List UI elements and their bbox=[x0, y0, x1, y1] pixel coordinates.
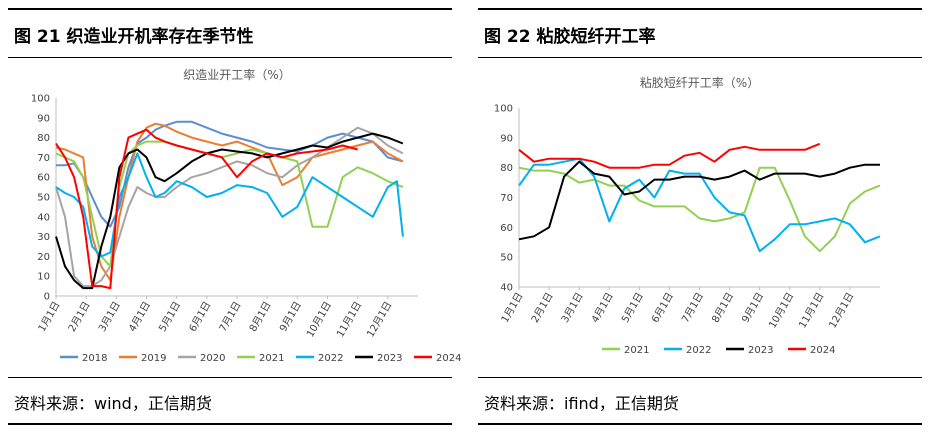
y-tick-label: 90 bbox=[37, 113, 50, 124]
source-rule bbox=[478, 377, 922, 378]
chart-title: 织造业开工率（%） bbox=[183, 67, 290, 82]
heading-rule bbox=[8, 57, 452, 58]
right-figure-panel: 图 22 粘胶短纤开工率 粘胶短纤开工率（%） 40 50 60 70 80 90 100 1月… bbox=[470, 0, 930, 432]
y-tick-label: 50 bbox=[37, 193, 50, 204]
bottom-rule bbox=[8, 423, 452, 425]
y-tick-label: 90 bbox=[500, 133, 513, 144]
legend-label-2021: 2021 bbox=[624, 345, 649, 356]
x-tick-label: 3月1日 bbox=[96, 300, 123, 334]
x-tick-label: 2月1日 bbox=[66, 300, 93, 334]
x-tick-label: 12月1日 bbox=[364, 300, 394, 340]
y-tick-label: 60 bbox=[37, 173, 50, 184]
x-tick-label: 7月1日 bbox=[679, 291, 706, 325]
y-tick-label: 70 bbox=[500, 193, 513, 204]
legend-label-2019: 2019 bbox=[141, 353, 166, 364]
x-tick-label: 5月1日 bbox=[619, 291, 646, 325]
legend-label-2020: 2020 bbox=[200, 353, 225, 364]
x-tick-label: 12月1日 bbox=[827, 291, 857, 331]
x-tick-label: 8月1日 bbox=[247, 300, 274, 334]
legend-label-2018: 2018 bbox=[82, 353, 107, 364]
y-tick-label: 20 bbox=[37, 252, 50, 263]
y-tick-label: 10 bbox=[37, 272, 50, 283]
y-tick-label: 0 bbox=[44, 292, 50, 303]
x-tick-label: 8月1日 bbox=[709, 291, 736, 325]
series-line-2024 bbox=[55, 128, 358, 290]
y-tick-label: 80 bbox=[37, 133, 50, 144]
top-rule bbox=[478, 8, 922, 10]
y-tick-label: 30 bbox=[37, 232, 50, 243]
y-tick-label: 100 bbox=[494, 104, 513, 115]
left-figure-panel: 图 21 织造业开机率存在季节性 织造业开工率（%） 0 10 20 30 40 50 60 7… bbox=[0, 0, 462, 432]
legend-label-2022: 2022 bbox=[686, 345, 711, 356]
legend-label-2023: 2023 bbox=[377, 353, 402, 364]
legend-label-2024: 2024 bbox=[436, 353, 461, 364]
legend-label-2024: 2024 bbox=[810, 345, 835, 356]
x-tick-label: 9月1日 bbox=[277, 300, 304, 334]
x-tick-label: 7月1日 bbox=[217, 300, 244, 334]
y-tick-label: 100 bbox=[31, 94, 50, 105]
x-tick-label: 11月1日 bbox=[796, 291, 826, 331]
chart-title: 粘胶短纤开工率（%） bbox=[640, 75, 759, 90]
heading-rule bbox=[478, 57, 922, 58]
legend-label-2023: 2023 bbox=[748, 345, 773, 356]
series-line-2023 bbox=[518, 160, 880, 241]
x-tick-label: 4月1日 bbox=[126, 300, 153, 334]
x-tick-label: 3月1日 bbox=[559, 291, 586, 325]
y-tick-label: 60 bbox=[500, 223, 513, 234]
top-rule bbox=[8, 8, 452, 10]
figure-heading: 图 22 粘胶短纤开工率 bbox=[484, 27, 656, 47]
y-tick-label: 40 bbox=[37, 212, 50, 223]
series-line-2018 bbox=[56, 120, 404, 228]
series-line-2024 bbox=[518, 142, 821, 169]
series-line-2022 bbox=[518, 157, 881, 253]
source-rule bbox=[8, 377, 452, 378]
x-tick-label: 6月1日 bbox=[649, 291, 676, 325]
y-tick-label: 40 bbox=[500, 283, 513, 294]
viscose-operating-rate-chart: 粘胶短纤开工率（%） 40 50 60 70 80 90 100 1月1日 2月1日 3月1日 4月1… bbox=[494, 75, 881, 356]
x-tick-label: 10月1日 bbox=[304, 300, 334, 340]
y-tick-label: 70 bbox=[37, 153, 50, 164]
x-tick-label: 5月1日 bbox=[157, 300, 184, 334]
figure-heading: 图 21 织造业开机率存在季节性 bbox=[14, 27, 254, 47]
x-tick-label: 1月1日 bbox=[499, 291, 526, 325]
legend-label-2021: 2021 bbox=[259, 353, 284, 364]
x-tick-label: 4月1日 bbox=[589, 291, 616, 325]
x-tick-label: 10月1日 bbox=[766, 291, 796, 331]
x-tick-label: 11月1日 bbox=[334, 300, 364, 340]
x-tick-label: 9月1日 bbox=[740, 291, 767, 325]
x-tick-label: 6月1日 bbox=[187, 300, 214, 334]
x-tick-label: 1月1日 bbox=[36, 300, 63, 334]
weaving-operating-rate-chart: 织造业开工率（%） 0 10 20 30 40 50 60 70 80 90 100 1月1日 2月1日 3… bbox=[31, 67, 462, 364]
legend-label-2022: 2022 bbox=[318, 353, 343, 364]
y-tick-label: 50 bbox=[500, 253, 513, 264]
series-line-2021 bbox=[55, 140, 404, 268]
source-note: 资料来源：wind，正信期货 bbox=[14, 394, 212, 413]
y-tick-label: 80 bbox=[500, 163, 513, 174]
source-note: 资料来源：ifind，正信期货 bbox=[484, 394, 679, 413]
series-line-2021 bbox=[518, 166, 881, 253]
series-line-2020 bbox=[55, 126, 404, 288]
series-line-2023 bbox=[55, 132, 404, 290]
x-tick-label: 2月1日 bbox=[529, 291, 556, 325]
bottom-rule bbox=[478, 423, 922, 425]
